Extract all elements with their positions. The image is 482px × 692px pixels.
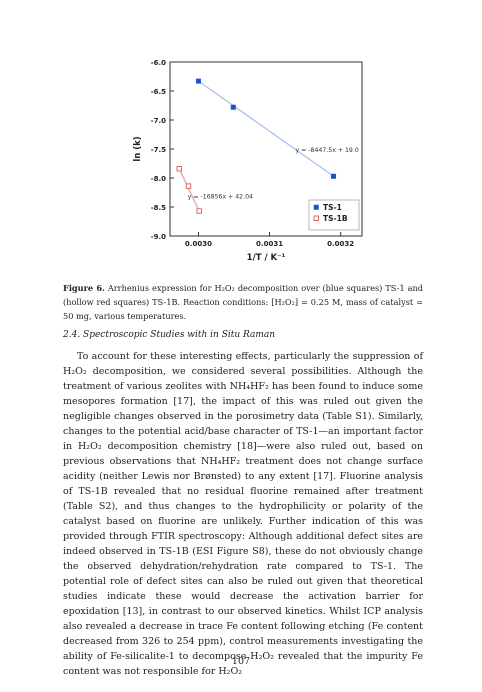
data-point-ts-1b	[185, 183, 192, 189]
fit-equation-ts-1: y = -8447.5x + 19.0	[296, 147, 359, 154]
y-tick-label: -8.5	[151, 204, 166, 212]
data-point-ts-1	[230, 104, 236, 110]
data-point-ts-1b	[176, 166, 182, 172]
legend-label-ts-1: TS-1	[323, 203, 342, 212]
x-tick-label: 0.0031	[256, 240, 283, 248]
section-heading: 2.4. Spectroscopic Studies with in Situ …	[63, 330, 276, 340]
legend-marker-ts-1b	[313, 215, 319, 221]
arrhenius-chart: -6.0 -6.5 -7.0 -7.5 -8.0 -8.5 -9.0 0.0030 0.0031…	[133, 59, 363, 263]
legend-marker-ts-1	[313, 204, 319, 210]
page-number: 107	[231, 656, 251, 667]
fit-equation-ts-1b: y = -16856x + 42.04	[188, 193, 253, 200]
x-tick-label: 0.0030	[185, 240, 212, 248]
fit-line-ts-1	[198, 80, 334, 177]
y-tick-label: -8.0	[151, 175, 166, 183]
y-tick-label: -6.0	[151, 59, 166, 67]
fit-line-ts-1b	[178, 168, 200, 212]
y-tick-label: -7.5	[151, 146, 166, 154]
data-point-ts-1b	[196, 208, 202, 214]
data-point-ts-1	[195, 78, 201, 84]
x-axis-label: 1/T / K⁻¹	[247, 253, 286, 263]
y-tick-label: -7.0	[151, 117, 166, 125]
body-paragraph: To account for these interesting effects…	[63, 351, 423, 677]
y-tick-label: -9.0	[151, 233, 166, 241]
figure-label: Figure 6.	[63, 283, 105, 293]
y-axis-label: ln (k)	[133, 136, 143, 161]
legend-label-ts-1b: TS-1B	[323, 214, 348, 223]
figure-caption: Figure 6. Arrhenius expression for H₂O₂ …	[63, 281, 423, 323]
x-tick-label: 0.0032	[327, 240, 354, 248]
figure-caption-text: Arrhenius expression for H₂O₂ decomposit…	[63, 283, 423, 321]
data-point-ts-1	[331, 173, 337, 179]
y-tick-label: -6.5	[151, 88, 166, 96]
